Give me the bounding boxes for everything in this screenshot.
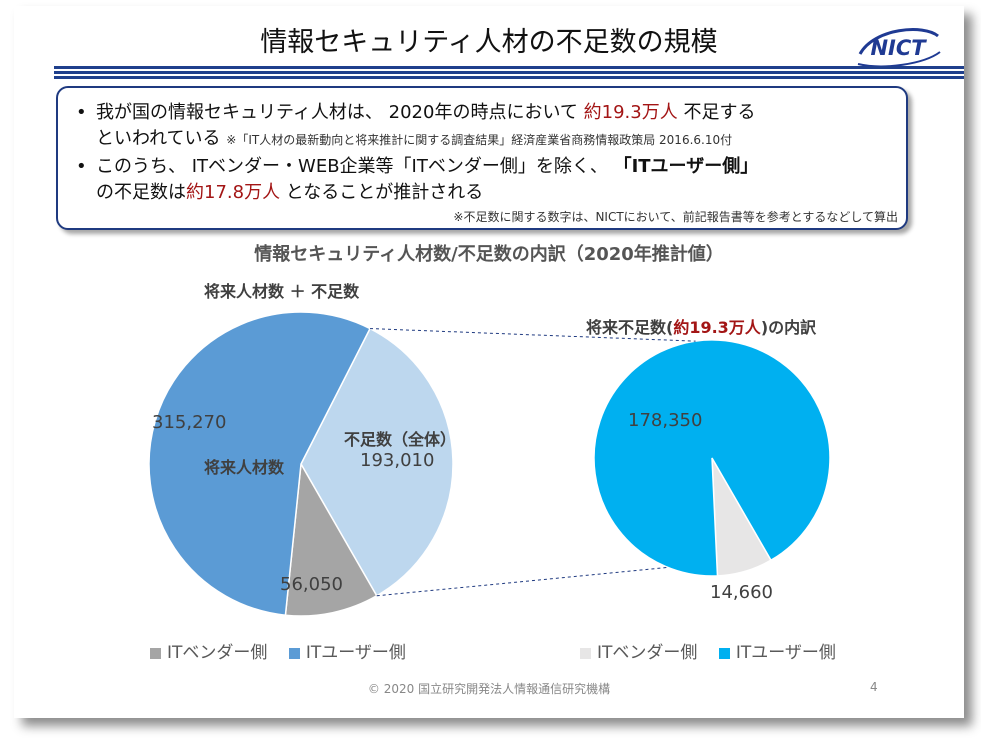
bullet-2-line-2: の不足数は約17.8万人 となることが推計される — [96, 178, 483, 204]
page-number: 4 — [870, 680, 878, 694]
summary-box: • 我が国の情報セキュリティ人材は、 2020年の時点において 約19.3万人 不… — [56, 86, 908, 230]
it-user-highlight: 「ITユーザー側」 — [613, 156, 759, 177]
category-label-future-personnel: 将来人材数 — [204, 458, 285, 477]
pie-slice-it-vendor — [284, 461, 378, 617]
shortage-highlight: 約19.3万人 — [583, 102, 678, 123]
bullet-text: 不足する — [677, 102, 756, 123]
caption-text: 将来不足数( — [586, 318, 674, 337]
header-stripe — [54, 76, 964, 79]
bullet-1-line-2: といわれている ※「IT人材の最新動向と将来推計に関する調査結果」経済産業省商務… — [96, 124, 732, 150]
slice-label-total-shortage: 193,010 — [360, 450, 435, 471]
bullet-dot: • — [76, 102, 87, 123]
calculation-note: ※不足数に関する数字は、NICTにおいて、前記報告書等を参考とするなどして算出 — [453, 210, 898, 224]
bullet-text: このうち、 ITベンダー・WEB企業等「ITベンダー側」を除く、 — [96, 156, 614, 177]
nict-logo: NICT — [854, 24, 942, 70]
caption-highlight: 約19.3万人 — [673, 318, 761, 337]
shortage-highlight: 約17.8万人 — [186, 182, 281, 203]
legend-swatch-it-user — [288, 647, 300, 659]
bullet-2-line-1: • このうち、 ITベンダー・WEB企業等「ITベンダー側」を除く、 「ITユーザ… — [76, 152, 758, 178]
logo-text: NICT — [870, 36, 926, 60]
pie-slice-it-user-right — [593, 339, 831, 577]
legend-swatch-it-vendor — [150, 647, 161, 659]
legend-label: ITベンダー側 — [167, 643, 268, 663]
chart-heading: 情報セキュリティ人材数/不足数の内訳（2020年推計値） — [254, 244, 724, 265]
legend-label: ITユーザー側 — [305, 643, 406, 663]
left-chart-caption: 将来人材数 ＋ 不足数 — [204, 282, 360, 301]
slice-label-it-user: 178,350 — [628, 410, 703, 431]
left-legend: ITベンダー側 ITユーザー側 — [150, 638, 406, 663]
logo-swoosh-icon — [857, 28, 941, 68]
copyright-footer: © 2020 国立研究開発法人情報通信研究機構 — [367, 682, 611, 696]
legend-swatch-it-user — [718, 647, 730, 659]
connector-line-top — [369, 328, 696, 342]
bullet-text: となることが推計される — [280, 182, 484, 203]
header-stripe — [54, 66, 964, 69]
bullet-1-line-1: • 我が国の情報セキュリティ人材は、 2020年の時点において 約19.3万人 不… — [76, 98, 755, 124]
caption-text: )の内訳 — [760, 318, 817, 337]
legend-label: ITユーザー側 — [735, 643, 836, 663]
slice-label-it-vendor-right: 14,660 — [710, 582, 773, 603]
source-citation: ※「IT人材の最新動向と将来推計に関する調査結果」経済産業省商務情報政策局 20… — [226, 133, 733, 147]
legend-label: ITベンダー側 — [597, 643, 698, 663]
pie-slice-future-personnel — [148, 311, 372, 617]
slice-label-it-vendor: 56,050 — [280, 574, 343, 595]
bullet-text: 我が国の情報セキュリティ人材は、 2020年の時点において — [96, 102, 584, 123]
slide-title: 情報セキュリティ人材の不足数の規模 — [260, 27, 718, 58]
right-legend: ITベンダー側 ITユーザー側 — [580, 638, 836, 663]
pie-charts — [148, 311, 831, 617]
slice-label-future-personnel: 315,270 — [152, 412, 227, 433]
bullet-text: といわれている — [96, 128, 221, 149]
connector-line-bottom — [376, 566, 668, 597]
right-chart-caption: 将来不足数(約19.3万人)の内訳 — [586, 314, 816, 338]
bullet-text: の不足数は — [96, 182, 186, 203]
slide: 情報セキュリティ人材の不足数の規模 NICT • 我が国の情報セキュリティ人材は、… — [14, 6, 964, 718]
legend-swatch-it-vendor — [580, 647, 591, 659]
bullet-dot: • — [76, 156, 87, 177]
header-stripe — [54, 71, 964, 74]
category-label-total-shortage: 不足数（全体） — [344, 430, 457, 449]
